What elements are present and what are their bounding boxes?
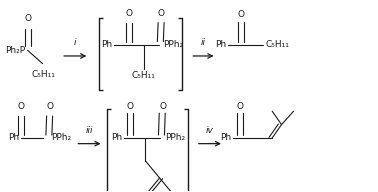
Text: O: O [46, 102, 53, 111]
Text: i: i [74, 38, 76, 47]
Text: Ph: Ph [111, 133, 122, 142]
Text: Ph₂P: Ph₂P [6, 46, 26, 55]
Text: Ph: Ph [215, 40, 226, 49]
Text: Ph: Ph [101, 40, 113, 49]
Text: PPh₂: PPh₂ [165, 133, 185, 142]
Text: C₅H₁₁: C₅H₁₁ [32, 70, 56, 79]
Text: iv: iv [206, 126, 214, 135]
Text: O: O [158, 9, 164, 18]
Text: Ph: Ph [8, 133, 19, 142]
Text: ii: ii [201, 38, 206, 47]
Text: C₅H₁₁: C₅H₁₁ [265, 40, 289, 49]
Text: O: O [126, 9, 133, 18]
Text: O: O [17, 102, 24, 111]
Text: O: O [237, 11, 244, 20]
Text: Ph: Ph [220, 133, 231, 142]
Text: O: O [160, 102, 166, 111]
Text: O: O [24, 14, 31, 23]
Text: PPh₂: PPh₂ [51, 133, 71, 142]
Text: O: O [237, 102, 243, 111]
Text: iii: iii [86, 126, 93, 135]
Text: C₅H₁₁: C₅H₁₁ [131, 70, 155, 79]
Text: O: O [127, 102, 134, 111]
Text: PPh₂: PPh₂ [163, 40, 183, 49]
